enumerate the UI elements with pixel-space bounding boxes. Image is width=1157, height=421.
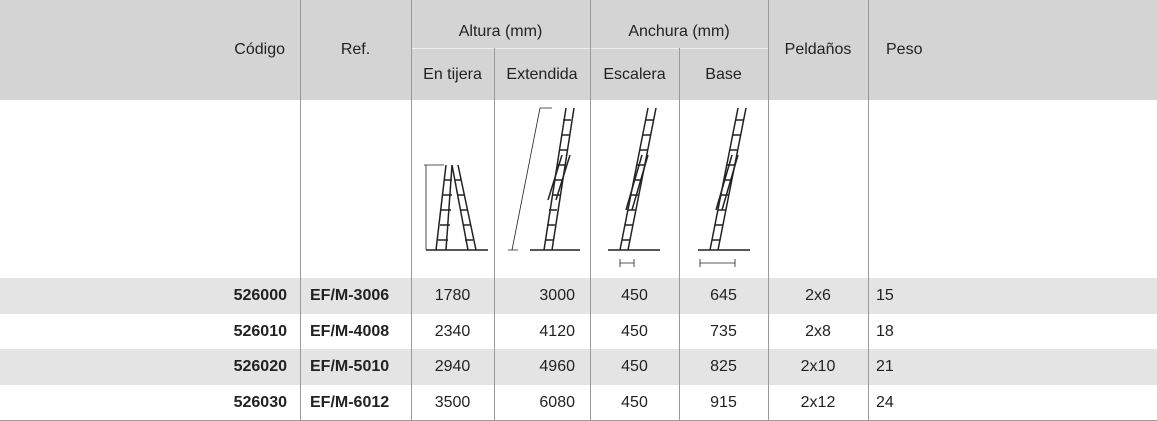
header-bg bbox=[0, 0, 1157, 100]
header-cell: Código bbox=[234, 41, 285, 58]
header-divider bbox=[411, 48, 768, 49]
table-cell: 526010 bbox=[233, 322, 287, 340]
table-cell: EF/M-5010 bbox=[310, 358, 390, 376]
header-cell: Escalera bbox=[603, 66, 666, 83]
table-cell: 450 bbox=[621, 358, 648, 376]
table-cell: EF/M-6012 bbox=[310, 393, 390, 411]
table-cell: 526020 bbox=[233, 358, 287, 376]
column-line bbox=[300, 0, 301, 421]
table-cell: 2340 bbox=[434, 322, 471, 340]
table-cell: 3000 bbox=[539, 287, 575, 304]
ladder-extended bbox=[508, 107, 580, 251]
table-cell: 645 bbox=[710, 287, 737, 304]
column-line bbox=[679, 48, 680, 421]
header-cell: Peso bbox=[886, 41, 923, 58]
table-cell: 4960 bbox=[539, 358, 575, 376]
table-cell: 526000 bbox=[233, 287, 287, 304]
table-cell: 526030 bbox=[233, 393, 287, 411]
header-cell: En tijera bbox=[423, 66, 482, 83]
table-cell: 24 bbox=[876, 393, 894, 411]
table-cell: EF/M-3006 bbox=[310, 287, 390, 304]
table-cell: 15 bbox=[876, 287, 894, 304]
table-cell: EF/M-4008 bbox=[310, 322, 390, 340]
ladder-scissor bbox=[424, 164, 488, 251]
table-cell: 1780 bbox=[434, 287, 471, 304]
column-line bbox=[768, 0, 769, 421]
header-cell: Peldaños bbox=[784, 41, 852, 58]
header-group: Anchura (mm) bbox=[628, 23, 730, 40]
table-cell: 2x12 bbox=[800, 393, 836, 411]
table-cell: 2x6 bbox=[805, 287, 831, 304]
header-group: Altura (mm) bbox=[458, 23, 543, 40]
column-line bbox=[494, 48, 495, 421]
ladder-illustrations bbox=[424, 107, 750, 267]
table-cell: 2x8 bbox=[805, 322, 831, 340]
table-cell: 450 bbox=[621, 287, 648, 304]
row-bg bbox=[0, 278, 1157, 314]
column-line bbox=[868, 0, 869, 421]
header-cell: Extendida bbox=[506, 66, 578, 83]
table-cell: 915 bbox=[710, 393, 737, 411]
header-cell: Ref. bbox=[340, 41, 371, 58]
table-cell: 18 bbox=[876, 322, 894, 340]
table-cell: 3500 bbox=[434, 393, 471, 411]
table-cell: 2x10 bbox=[800, 358, 836, 376]
table-cell: 2940 bbox=[434, 358, 471, 376]
table-cell: 6080 bbox=[539, 393, 575, 411]
table-cell: 450 bbox=[621, 393, 648, 411]
column-line bbox=[411, 0, 412, 421]
column-line bbox=[590, 0, 591, 421]
header-cell: Base bbox=[705, 66, 742, 83]
table-cell: 21 bbox=[876, 358, 894, 376]
ladder-width bbox=[608, 107, 750, 267]
row-bg bbox=[0, 349, 1157, 385]
table-cell: 825 bbox=[710, 358, 737, 376]
table-cell: 735 bbox=[710, 322, 737, 340]
table-cell: 450 bbox=[621, 322, 648, 340]
table-cell: 4120 bbox=[539, 322, 575, 340]
